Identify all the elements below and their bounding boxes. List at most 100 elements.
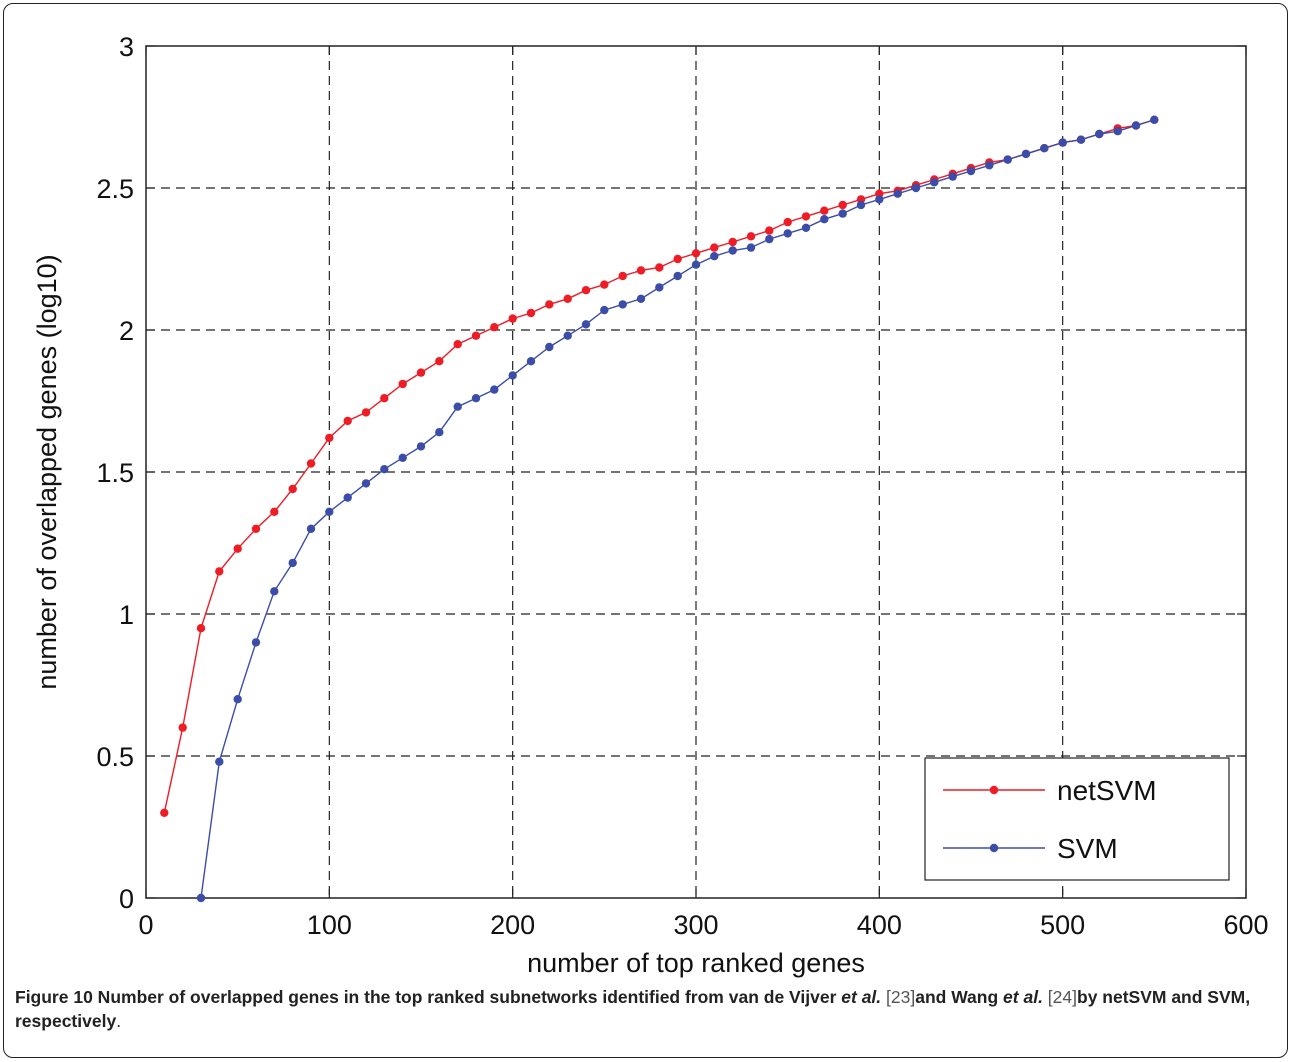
- data-point-svm: [435, 428, 444, 437]
- figure-frame: [3, 3, 1288, 1058]
- data-point-svm: [783, 229, 792, 238]
- data-point-svm: [746, 243, 756, 252]
- data-point-svm: [728, 246, 737, 255]
- data-point-netsvm: [655, 263, 664, 272]
- data-point-svm: [526, 357, 536, 366]
- data-point-svm: [765, 234, 774, 244]
- data-point-netsvm: [196, 624, 206, 633]
- data-point-netsvm: [325, 433, 334, 443]
- data-point-netsvm: [710, 243, 719, 252]
- y-tick-label: 3: [119, 32, 134, 62]
- data-point-svm: [1095, 129, 1104, 139]
- legend-marker-netsvm: [989, 785, 999, 795]
- caption-text-3: by netSVM and SVM, respectively: [15, 987, 1251, 1031]
- data-point-svm: [416, 442, 426, 451]
- data-point-svm: [875, 195, 884, 204]
- data-point-netsvm: [508, 314, 517, 323]
- data-point-svm: [966, 166, 976, 176]
- data-point-svm: [196, 893, 206, 903]
- data-point-svm: [1003, 155, 1012, 164]
- data-point-svm: [270, 587, 279, 596]
- data-point-netsvm: [765, 226, 774, 235]
- data-point-svm: [856, 200, 866, 210]
- y-tick-label: 2: [119, 316, 134, 346]
- caption-figure-label: Figure 10: [15, 987, 93, 1007]
- data-point-netsvm: [545, 300, 554, 309]
- data-point-svm: [1113, 127, 1122, 136]
- data-point-netsvm: [526, 308, 536, 318]
- data-point-svm: [251, 638, 261, 647]
- caption-text-2: and Wang: [915, 987, 1004, 1007]
- data-point-svm: [1058, 138, 1067, 147]
- data-point-netsvm: [380, 394, 389, 403]
- x-tick-labels: 0 100 200 300 400 500 600: [138, 910, 1268, 940]
- data-point-svm: [490, 385, 499, 394]
- grid-lines: [146, 46, 1246, 898]
- data-point-svm: [563, 331, 572, 340]
- caption-text-1: Number of overlapped genes in the top ra…: [92, 987, 842, 1007]
- data-point-svm: [1021, 149, 1031, 159]
- data-point-netsvm: [398, 379, 407, 389]
- data-point-netsvm: [361, 408, 371, 417]
- legend-label-svm: SVM: [1057, 833, 1118, 864]
- data-point-svm: [361, 479, 371, 488]
- data-point-netsvm: [215, 567, 224, 576]
- data-point-netsvm: [838, 200, 847, 210]
- data-point-svm: [1040, 144, 1049, 153]
- data-point-svm: [838, 209, 847, 218]
- data-point-svm: [343, 493, 352, 502]
- legend-box: [924, 757, 1230, 881]
- data-point-netsvm: [600, 280, 609, 289]
- data-point-svm: [820, 215, 829, 224]
- data-point-svm: [1150, 115, 1159, 125]
- data-point-netsvm: [581, 286, 591, 295]
- legend-label-netsvm: netSVM: [1057, 775, 1157, 806]
- data-point-netsvm: [306, 459, 316, 468]
- caption-ref-1: [23]: [881, 987, 916, 1007]
- data-point-netsvm: [270, 507, 279, 516]
- data-point-svm: [453, 402, 462, 411]
- data-point-netsvm: [435, 357, 444, 366]
- y-tick-label: 2.5: [96, 174, 134, 204]
- data-point-svm: [1076, 135, 1086, 144]
- data-point-svm: [471, 394, 481, 403]
- data-point-svm: [581, 320, 591, 329]
- x-tick-label: 600: [1223, 910, 1268, 940]
- data-point-svm: [618, 300, 627, 309]
- data-point-svm: [325, 507, 334, 516]
- data-point-netsvm: [820, 206, 829, 215]
- legend: netSVM SVM: [924, 757, 1230, 881]
- y-tick-label: 1: [119, 600, 134, 630]
- data-point-svm: [655, 283, 664, 292]
- data-point-svm: [215, 757, 224, 766]
- y-tick-label: 0: [119, 884, 134, 914]
- data-point-netsvm: [636, 266, 646, 275]
- y-tick-label: 1.5: [96, 458, 134, 488]
- data-point-svm: [985, 161, 994, 170]
- data-point-svm: [710, 252, 719, 261]
- data-point-svm: [306, 524, 316, 533]
- line-chart: 0 100 200 300 400 500 600 0 0.5 1 1.5 2 2.5 3 number…: [32, 32, 1269, 978]
- caption-ref-2: [24]: [1042, 987, 1077, 1007]
- data-point-svm: [930, 178, 939, 187]
- data-point-netsvm: [178, 723, 187, 732]
- series-group: [160, 115, 1159, 903]
- data-point-netsvm: [251, 524, 261, 533]
- data-point-netsvm: [416, 368, 426, 377]
- y-tick-label: 0.5: [96, 742, 134, 772]
- data-point-svm: [545, 342, 554, 352]
- x-tick-label: 100: [307, 910, 352, 940]
- data-point-netsvm: [563, 294, 572, 303]
- data-point-svm: [1131, 121, 1141, 130]
- y-tick-labels: 0 0.5 1 1.5 2 2.5 3: [96, 32, 134, 914]
- data-point-svm: [673, 271, 682, 281]
- x-tick-label: 0: [138, 910, 153, 940]
- caption-et-al-2: et al.: [1003, 987, 1043, 1007]
- data-point-netsvm: [490, 323, 499, 332]
- x-tick-label: 300: [673, 910, 718, 940]
- data-point-svm: [398, 453, 407, 462]
- data-point-netsvm: [471, 331, 481, 340]
- y-axis-label: number of overlapped genes (log10): [32, 254, 62, 689]
- data-point-netsvm: [453, 340, 462, 349]
- data-point-svm: [691, 260, 701, 269]
